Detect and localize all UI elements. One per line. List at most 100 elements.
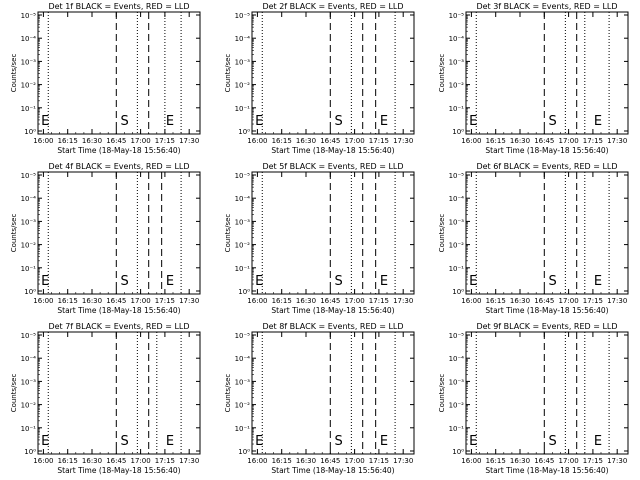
- panel-title: Det 8f BLACK = Events, RED = LLD: [262, 322, 403, 331]
- event-marker-e: E: [255, 274, 263, 289]
- event-marker-s: S: [121, 274, 129, 289]
- y-tick-label: 10⁻⁴: [449, 355, 465, 363]
- y-tick-label: 10⁻⁴: [235, 35, 251, 43]
- x-tick-label: 17:15: [369, 297, 389, 305]
- detector-panel-2: Det 2f BLACK = Events, RED = LLD 10⁰ 10⁻¹ 1…: [224, 2, 415, 155]
- detector-panel-1: Det 1f BLACK = Events, RED = LLD 10⁰ 10⁻¹ 1…: [10, 2, 201, 155]
- y-tick-label: 10⁻⁵: [449, 172, 465, 180]
- event-marker-s: S: [121, 114, 129, 129]
- event-marker-e: E: [255, 114, 263, 129]
- y-tick-label: 10⁻⁴: [21, 195, 37, 203]
- event-marker-e: E: [166, 114, 174, 129]
- event-marker-e: E: [594, 114, 602, 129]
- y-tick-label: 10⁻²: [21, 242, 37, 250]
- x-tick-label: 17:30: [393, 297, 413, 305]
- panel-title: Det 7f BLACK = Events, RED = LLD: [48, 322, 189, 331]
- x-tick-label: 16:45: [320, 137, 340, 145]
- x-axis-label: Start Time (18-May-18 15:56:40): [57, 306, 180, 315]
- panel-title: Det 1f BLACK = Events, RED = LLD: [48, 2, 189, 11]
- y-tick-label: 10⁻³: [449, 378, 465, 386]
- x-tick-label: 16:00: [461, 457, 481, 465]
- x-tick-label: 16:45: [534, 297, 554, 305]
- y-tick-label: 10⁻³: [449, 218, 465, 226]
- y-tick-label: 10⁻³: [235, 378, 251, 386]
- y-axis-label: Counts/sec: [438, 214, 446, 253]
- event-marker-e: E: [469, 114, 477, 129]
- event-marker-e: E: [41, 274, 49, 289]
- panel-title: Det 9f BLACK = Events, RED = LLD: [476, 322, 617, 331]
- y-tick-label: 10⁰: [452, 448, 464, 456]
- x-tick-label: 17:00: [559, 297, 579, 305]
- x-tick-label: 17:30: [607, 457, 627, 465]
- event-marker-e: E: [380, 434, 388, 449]
- event-marker-e: E: [380, 114, 388, 129]
- x-axis-label: Start Time (18-May-18 15:56:40): [485, 306, 608, 315]
- x-tick-label: 16:30: [82, 137, 102, 145]
- x-tick-label: 16:00: [33, 137, 53, 145]
- y-tick-label: 10⁻²: [449, 402, 465, 410]
- x-axis-label: Start Time (18-May-18 15:56:40): [271, 466, 394, 475]
- panel-title: Det 3f BLACK = Events, RED = LLD: [476, 2, 617, 11]
- event-marker-e: E: [380, 274, 388, 289]
- plot-frame: [465, 171, 629, 295]
- detector-panel-4: Det 4f BLACK = Events, RED = LLD 10⁰ 10⁻¹ 1…: [10, 162, 201, 315]
- x-tick-label: 16:30: [296, 137, 316, 145]
- y-tick-label: 10⁻²: [235, 402, 251, 410]
- y-tick-label: 10⁻²: [449, 82, 465, 90]
- event-marker-e: E: [469, 274, 477, 289]
- x-tick-label: 16:00: [247, 137, 267, 145]
- x-tick-label: 16:30: [296, 297, 316, 305]
- event-marker-s: S: [549, 114, 557, 129]
- x-tick-label: 16:30: [82, 297, 102, 305]
- y-tick-label: 10⁻⁴: [21, 355, 37, 363]
- x-tick-label: 16:30: [510, 137, 530, 145]
- y-tick-label: 10⁻⁴: [21, 35, 37, 43]
- x-tick-label: 17:15: [583, 297, 603, 305]
- x-tick-label: 17:15: [155, 457, 175, 465]
- detector-panel-3: Det 3f BLACK = Events, RED = LLD 10⁰ 10⁻¹ 1…: [438, 2, 629, 155]
- y-tick-label: 10⁻¹: [449, 425, 465, 433]
- x-tick-label: 17:30: [179, 457, 199, 465]
- y-axis-label: Counts/sec: [10, 374, 18, 413]
- x-tick-label: 17:15: [583, 137, 603, 145]
- x-tick-label: 16:00: [461, 137, 481, 145]
- x-tick-label: 17:30: [607, 297, 627, 305]
- detector-panel-7: Det 7f BLACK = Events, RED = LLD 10⁰ 10⁻¹ 1…: [10, 322, 201, 475]
- y-axis-label: Counts/sec: [10, 214, 18, 253]
- x-tick-label: 17:00: [131, 137, 151, 145]
- y-tick-label: 10⁻⁴: [449, 35, 465, 43]
- x-tick-label: 16:45: [106, 137, 126, 145]
- x-tick-label: 17:15: [369, 457, 389, 465]
- event-marker-e: E: [166, 434, 174, 449]
- x-tick-label: 16:15: [272, 137, 292, 145]
- x-axis-label: Start Time (18-May-18 15:56:40): [57, 466, 180, 475]
- y-tick-label: 10⁰: [238, 288, 250, 296]
- event-marker-e: E: [594, 434, 602, 449]
- x-tick-label: 17:00: [131, 457, 151, 465]
- y-tick-label: 10⁻⁵: [449, 332, 465, 340]
- y-tick-label: 10⁻¹: [235, 105, 251, 113]
- y-tick-label: 10⁻³: [235, 218, 251, 226]
- x-tick-label: 16:30: [510, 297, 530, 305]
- y-tick-label: 10⁻¹: [449, 105, 465, 113]
- plot-frame: [37, 11, 201, 135]
- y-tick-label: 10⁰: [238, 448, 250, 456]
- y-tick-label: 10⁻³: [449, 58, 465, 66]
- y-tick-label: 10⁻⁵: [449, 12, 465, 20]
- x-tick-label: 17:15: [155, 137, 175, 145]
- x-tick-label: 17:00: [559, 457, 579, 465]
- plot-frame: [251, 171, 415, 295]
- x-tick-label: 17:30: [179, 137, 199, 145]
- event-marker-s: S: [335, 434, 343, 449]
- x-tick-label: 16:15: [486, 297, 506, 305]
- x-tick-label: 17:30: [393, 457, 413, 465]
- x-tick-label: 17:00: [345, 457, 365, 465]
- x-tick-label: 17:15: [369, 137, 389, 145]
- y-tick-label: 10⁻²: [21, 402, 37, 410]
- event-marker-s: S: [335, 274, 343, 289]
- x-tick-label: 16:15: [58, 137, 78, 145]
- y-tick-label: 10⁻¹: [21, 105, 37, 113]
- detector-panel-6: Det 6f BLACK = Events, RED = LLD 10⁰ 10⁻¹ 1…: [438, 162, 629, 315]
- panel-title: Det 4f BLACK = Events, RED = LLD: [48, 162, 189, 171]
